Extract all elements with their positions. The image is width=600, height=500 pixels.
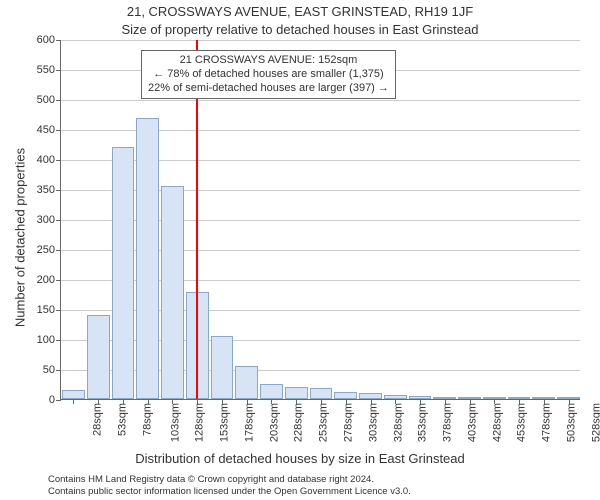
y-tick-label: 300 — [37, 214, 61, 226]
annotation-line: 22% of semi-detached houses are larger (… — [148, 82, 389, 96]
x-tick-label: 28sqm — [90, 403, 104, 436]
x-tick — [494, 399, 495, 404]
x-tick-label: 403sqm — [464, 403, 478, 442]
x-tick — [123, 399, 124, 404]
x-tick-label: 53sqm — [115, 403, 129, 436]
fineprint-line1: Contains HM Land Registry data © Crown c… — [48, 474, 411, 486]
histogram-bar — [285, 387, 308, 399]
x-tick — [346, 399, 347, 404]
x-tick — [271, 399, 272, 404]
x-tick — [395, 399, 396, 404]
x-tick — [519, 399, 520, 404]
x-tick — [172, 399, 173, 404]
gridline — [61, 40, 580, 41]
page-title-line2: Size of property relative to detached ho… — [0, 22, 600, 37]
histogram-bar — [62, 390, 85, 399]
y-tick-label: 0 — [49, 394, 61, 406]
histogram-bar — [334, 392, 357, 399]
x-tick — [544, 399, 545, 404]
histogram-bar — [260, 384, 283, 399]
x-tick-label: 328sqm — [390, 403, 404, 442]
x-tick-label: 353sqm — [415, 403, 429, 442]
x-tick — [321, 399, 322, 404]
x-tick-label: 303sqm — [365, 403, 379, 442]
y-tick-label: 400 — [37, 154, 61, 166]
histogram-bar — [112, 147, 135, 399]
x-tick — [222, 399, 223, 404]
x-tick — [98, 399, 99, 404]
x-tick-label: 378sqm — [440, 403, 454, 442]
y-tick-label: 350 — [37, 184, 61, 196]
page-title-line1: 21, CROSSWAYS AVENUE, EAST GRINSTEAD, RH… — [0, 4, 600, 19]
annotation-line: 21 CROSSWAYS AVENUE: 152sqm — [148, 54, 389, 68]
histogram-bar — [87, 315, 110, 399]
x-tick — [470, 399, 471, 404]
histogram-bar — [211, 336, 234, 399]
histogram-bar — [235, 366, 258, 399]
fineprint-line2: Contains public sector information licen… — [48, 486, 411, 498]
y-tick-label: 50 — [43, 364, 61, 376]
annotation-line: ← 78% of detached houses are smaller (1,… — [148, 68, 389, 82]
y-tick-label: 550 — [37, 64, 61, 76]
x-tick-label: 78sqm — [139, 403, 153, 436]
gridline — [61, 100, 580, 101]
y-tick-label: 600 — [37, 34, 61, 46]
x-tick — [445, 399, 446, 404]
x-tick-label: 278sqm — [341, 403, 355, 442]
x-tick-label: 153sqm — [217, 403, 231, 442]
histogram-bar — [310, 388, 333, 399]
x-tick — [420, 399, 421, 404]
histogram-bar — [136, 118, 159, 399]
annotation-box: 21 CROSSWAYS AVENUE: 152sqm← 78% of deta… — [141, 50, 396, 99]
x-tick-label: 528sqm — [588, 403, 600, 442]
x-tick — [371, 399, 372, 404]
x-tick-label: 228sqm — [291, 403, 305, 442]
x-tick-label: 253sqm — [316, 403, 330, 442]
histogram-bar — [161, 186, 184, 399]
x-tick-label: 428sqm — [489, 403, 503, 442]
y-tick-label: 500 — [37, 94, 61, 106]
x-tick-label: 503sqm — [563, 403, 577, 442]
y-tick-label: 100 — [37, 334, 61, 346]
y-tick-label: 450 — [37, 124, 61, 136]
x-tick — [148, 399, 149, 404]
fineprint: Contains HM Land Registry data © Crown c… — [48, 474, 411, 498]
x-tick — [296, 399, 297, 404]
x-tick — [569, 399, 570, 404]
x-tick-label: 478sqm — [539, 403, 553, 442]
x-tick-label: 203sqm — [266, 403, 280, 442]
x-tick-label: 453sqm — [514, 403, 528, 442]
x-tick-label: 178sqm — [242, 403, 256, 442]
x-tick — [197, 399, 198, 404]
x-tick-label: 103sqm — [167, 403, 181, 442]
x-tick — [247, 399, 248, 404]
x-axis-label: Distribution of detached houses by size … — [0, 451, 600, 466]
y-axis-label: Number of detached properties — [13, 138, 28, 338]
y-tick-label: 250 — [37, 244, 61, 256]
histogram-plot: 05010015020025030035040045050055060028sq… — [60, 40, 580, 400]
x-tick-label: 128sqm — [192, 403, 206, 442]
y-tick-label: 150 — [37, 304, 61, 316]
x-tick — [73, 399, 74, 404]
y-tick-label: 200 — [37, 274, 61, 286]
